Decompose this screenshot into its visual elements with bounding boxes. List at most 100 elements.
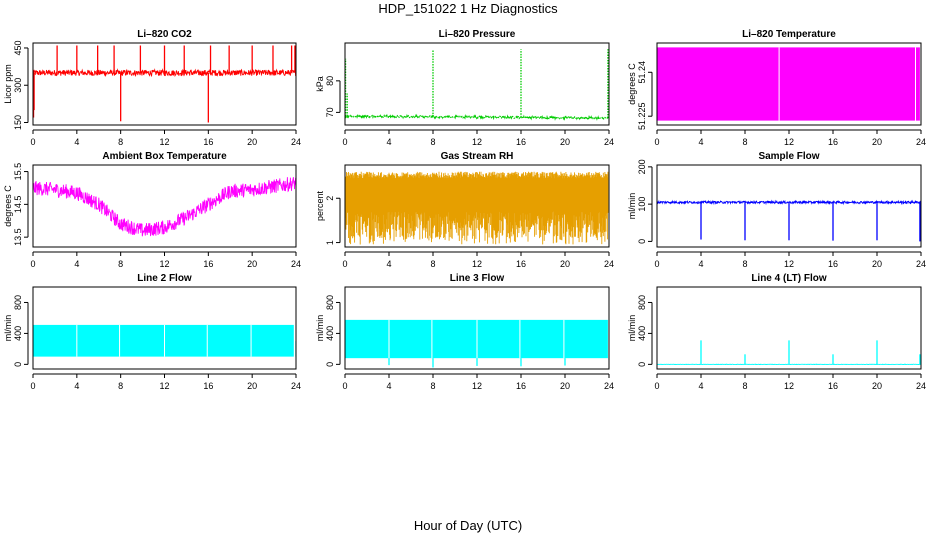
y-axis-label: ml/min [3,315,13,342]
y-tick-label: 0 [637,239,647,244]
x-tick-label: 20 [872,381,882,391]
y-tick-label: 150 [13,115,23,130]
x-tick-label: 12 [472,259,482,269]
plot-frame [344,286,610,370]
x-tick-label: 20 [872,137,882,147]
chart-series [657,47,920,121]
global-x-axis-label: Hour of Day (UTC) [413,518,523,533]
x-tick-label: 12 [472,381,482,391]
y-tick-label: 300 [13,78,23,93]
x-tick-label: 4 [698,259,703,269]
y-axis-label: degrees C [3,185,13,227]
y-tick-label: 200 [637,159,647,174]
x-tick-label: 24 [604,381,614,391]
chart-series [33,177,296,237]
x-tick-label: 8 [118,259,123,269]
plot-frame [32,42,297,126]
y-tick-label: 51.225 [637,102,647,130]
x-tick-label: 8 [430,137,435,147]
x-tick-label: 24 [291,137,301,147]
x-tick-label: 20 [247,137,257,147]
x-tick-label: 0 [654,137,659,147]
x-tick-label: 12 [784,381,794,391]
x-tick-label: 24 [916,259,926,269]
x-tick-label: 0 [342,381,347,391]
plot-frame [656,286,922,370]
chart-series [345,49,609,121]
x-tick-label: 24 [604,137,614,147]
x-tick-label: 24 [916,137,926,147]
chart-panel: Li–820 Temperature 0 4 8 12 16 20 24 51.225 51.24… [627,29,926,147]
plot-frame [32,286,297,370]
x-tick-label: 8 [742,137,747,147]
x-tick-label: 16 [516,137,526,147]
y-axis-label: ml/min [627,193,637,220]
x-tick-label: 12 [784,259,794,269]
y-tick-label: 400 [637,326,647,341]
x-tick-label: 0 [654,381,659,391]
x-tick-label: 0 [30,137,35,147]
x-tick-label: 4 [74,259,79,269]
chart-series [33,324,296,357]
chart-title: Li–820 CO2 [137,29,192,40]
rh-band-line [345,171,609,245]
x-tick-label: 4 [74,381,79,391]
y-tick-label: 800 [325,295,335,310]
chart-panel: Ambient Box Temperature 0 4 8 12 16 20 24 13.5 14… [3,151,301,269]
y-tick-label: 14.5 [13,196,23,214]
flow-band [345,319,608,359]
x-tick-label: 20 [872,259,882,269]
x-tick-label: 0 [30,259,35,269]
y-tick-label: 100 [637,197,647,212]
x-tick-label: 24 [916,381,926,391]
y-tick-label: 1 [325,240,335,245]
y-axis-label: kPa [315,76,325,92]
y-axis-label: degrees C [627,63,637,105]
x-tick-label: 4 [74,137,79,147]
x-tick-label: 12 [159,137,169,147]
chart-title: Line 3 Flow [450,273,505,284]
flow-band [33,324,294,357]
y-tick-label: 51.24 [637,61,647,84]
x-tick-label: 16 [203,259,213,269]
x-tick-label: 16 [828,381,838,391]
chart-panel: Sample Flow 0 4 8 12 16 20 24 0 100 200 ml/min [627,151,926,269]
x-tick-label: 8 [742,259,747,269]
x-tick-label: 8 [742,381,747,391]
chart-series [345,319,608,368]
y-tick-label: 2 [325,196,335,201]
y-tick-label: 0 [637,362,647,367]
chart-title: Li–820 Temperature [742,29,836,40]
x-tick-label: 20 [247,259,257,269]
y-tick-label: 450 [13,40,23,55]
chart-title: Gas Stream RH [441,151,514,162]
plot-frame [656,164,922,248]
x-tick-label: 0 [342,137,347,147]
x-tick-label: 12 [159,381,169,391]
y-axis-label: percent [315,190,325,221]
series-line [345,113,609,121]
chart-series [657,340,921,366]
x-tick-label: 20 [560,381,570,391]
chart-title: Line 2 Flow [137,273,192,284]
y-axis-label: Licor ppm [3,64,13,104]
x-tick-label: 0 [654,259,659,269]
x-tick-label: 16 [828,137,838,147]
x-tick-label: 4 [386,381,391,391]
chart-title: Sample Flow [758,151,819,162]
x-tick-label: 8 [430,381,435,391]
x-tick-label: 20 [247,381,257,391]
x-tick-label: 4 [698,137,703,147]
plot-frame [32,164,297,248]
page-title: HDP_151022 1 Hz Diagnostics [378,1,558,16]
plot-frame [656,42,922,126]
y-axis-label: ml/min [315,315,325,342]
x-tick-label: 12 [472,137,482,147]
y-tick-label: 0 [13,362,23,367]
x-tick-label: 20 [560,137,570,147]
chart-title: Li–820 Pressure [439,29,516,40]
